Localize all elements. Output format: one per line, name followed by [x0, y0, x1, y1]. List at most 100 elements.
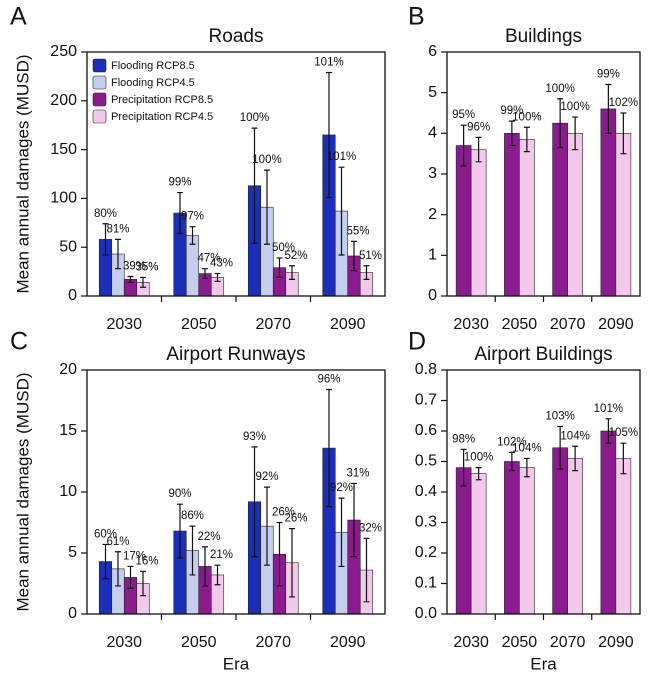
bar-annotation: 99%: [168, 177, 191, 189]
error-bar: [127, 565, 134, 589]
error-bar: [202, 546, 208, 587]
bar: [504, 461, 520, 615]
bar-annotation: 101%: [314, 57, 343, 69]
bar-annotation: 98%: [452, 433, 475, 445]
legend-swatch: [92, 109, 107, 124]
bar: [600, 430, 617, 615]
bar-annotation: 52%: [284, 250, 307, 262]
bar-annotation: 17%: [123, 550, 146, 562]
y-tick-label: 0.7: [415, 392, 437, 409]
bar-annotation: 51%: [359, 250, 382, 262]
bar-annotation: 16%: [135, 555, 158, 567]
chart-title: Buildings: [505, 26, 582, 47]
x-tick-label: 2070: [255, 634, 291, 651]
error-bar: [572, 445, 579, 472]
error-bar: [276, 521, 283, 587]
error-bar: [460, 124, 467, 167]
bar: [470, 149, 487, 297]
y-tick-label: 5: [68, 544, 77, 561]
error-bar: [460, 448, 467, 487]
x-axis-label: Era: [530, 654, 557, 673]
y-tick-label: 5: [428, 84, 437, 101]
error-bar: [523, 457, 530, 478]
x-tick-label: 2050: [181, 634, 217, 651]
bar-annotation: 99%: [597, 69, 620, 81]
error-bar: [177, 503, 183, 559]
error-bar: [189, 525, 196, 576]
error-bar: [351, 482, 357, 558]
bar-annotation: 103%: [545, 410, 574, 422]
y-tick-label: 10: [59, 483, 77, 500]
panel-letter: A: [10, 3, 27, 31]
error-bar: [214, 564, 221, 586]
y-tick-label: 1: [428, 247, 437, 264]
bar-annotation: 92%: [255, 471, 278, 483]
bar: [519, 467, 535, 615]
plot-frame: [86, 369, 386, 615]
plot-frame: [446, 51, 641, 297]
bar-annotation: 97%: [181, 211, 204, 223]
error-bar: [189, 226, 196, 245]
bar-annotation: 43%: [210, 258, 233, 270]
bar-annotation: 100%: [545, 83, 574, 95]
bar-annotation: 95%: [452, 109, 475, 121]
error-bar: [475, 136, 482, 163]
bar-annotation: 101%: [594, 403, 623, 415]
bar-annotation: 31%: [346, 467, 369, 479]
error-bar: [177, 191, 183, 235]
chart-title: Airport Buildings: [474, 344, 612, 365]
bar: [600, 108, 617, 297]
error-bar: [557, 425, 564, 470]
y-tick-label: 4: [428, 125, 437, 142]
y-tick-label: 0.8: [415, 361, 437, 378]
error-bar: [214, 272, 221, 282]
plot-frame: [446, 369, 641, 615]
x-tick-label: 2070: [550, 634, 586, 651]
x-tick-label: 2030: [453, 634, 489, 651]
bar-annotation: 21%: [210, 549, 233, 561]
bar-annotation: 61%: [106, 536, 129, 548]
y-axis-label: Mean annual damages (MUSD): [13, 372, 32, 611]
bar-annotation: 104%: [512, 442, 541, 454]
bar-annotation: 55%: [346, 225, 369, 237]
error-bar: [115, 238, 121, 270]
bar-annotation: 50%: [272, 242, 295, 254]
bar-annotation: 102%: [609, 97, 638, 109]
error-bar: [251, 446, 258, 558]
bar-annotation: 92%: [330, 482, 353, 494]
error-bar: [557, 98, 564, 149]
y-tick-label: 20: [59, 361, 77, 378]
bar-annotation: 100%: [512, 111, 541, 123]
panel-letter: D: [408, 328, 426, 356]
error-bar: [289, 528, 295, 598]
y-tick-label: 0.3: [415, 514, 437, 531]
bar-annotation: 60%: [94, 528, 117, 540]
y-axis-label: Mean annual damages (MUSD): [13, 54, 32, 293]
x-tick-label: 2070: [255, 316, 291, 333]
y-tick-label: 0: [428, 287, 437, 304]
bar: [567, 458, 583, 615]
error-bar: [508, 451, 515, 472]
error-bar: [202, 268, 208, 280]
y-tick-label: 0.5: [415, 453, 437, 470]
y-tick-label: 200: [50, 92, 77, 109]
bar-annotation: 100%: [252, 154, 281, 166]
legend-label: Precipitation RCP4.5: [111, 111, 213, 123]
x-axis-label: Era: [223, 654, 250, 673]
error-bar: [351, 240, 357, 272]
error-bar: [140, 570, 146, 597]
bar-annotation: 81%: [106, 223, 129, 235]
y-tick-label: 0: [68, 605, 77, 622]
x-tick-label: 2050: [502, 316, 538, 333]
error-bar: [102, 223, 109, 256]
error-bar: [102, 543, 109, 580]
bar-annotation: 35%: [135, 261, 158, 273]
legend-label: Flooding RCP4.5: [111, 77, 195, 89]
error-bar: [605, 83, 612, 134]
error-bar: [475, 467, 482, 481]
error-bar: [338, 497, 345, 568]
error-bar: [264, 169, 270, 245]
bar: [552, 122, 568, 297]
error-bar: [289, 265, 295, 281]
